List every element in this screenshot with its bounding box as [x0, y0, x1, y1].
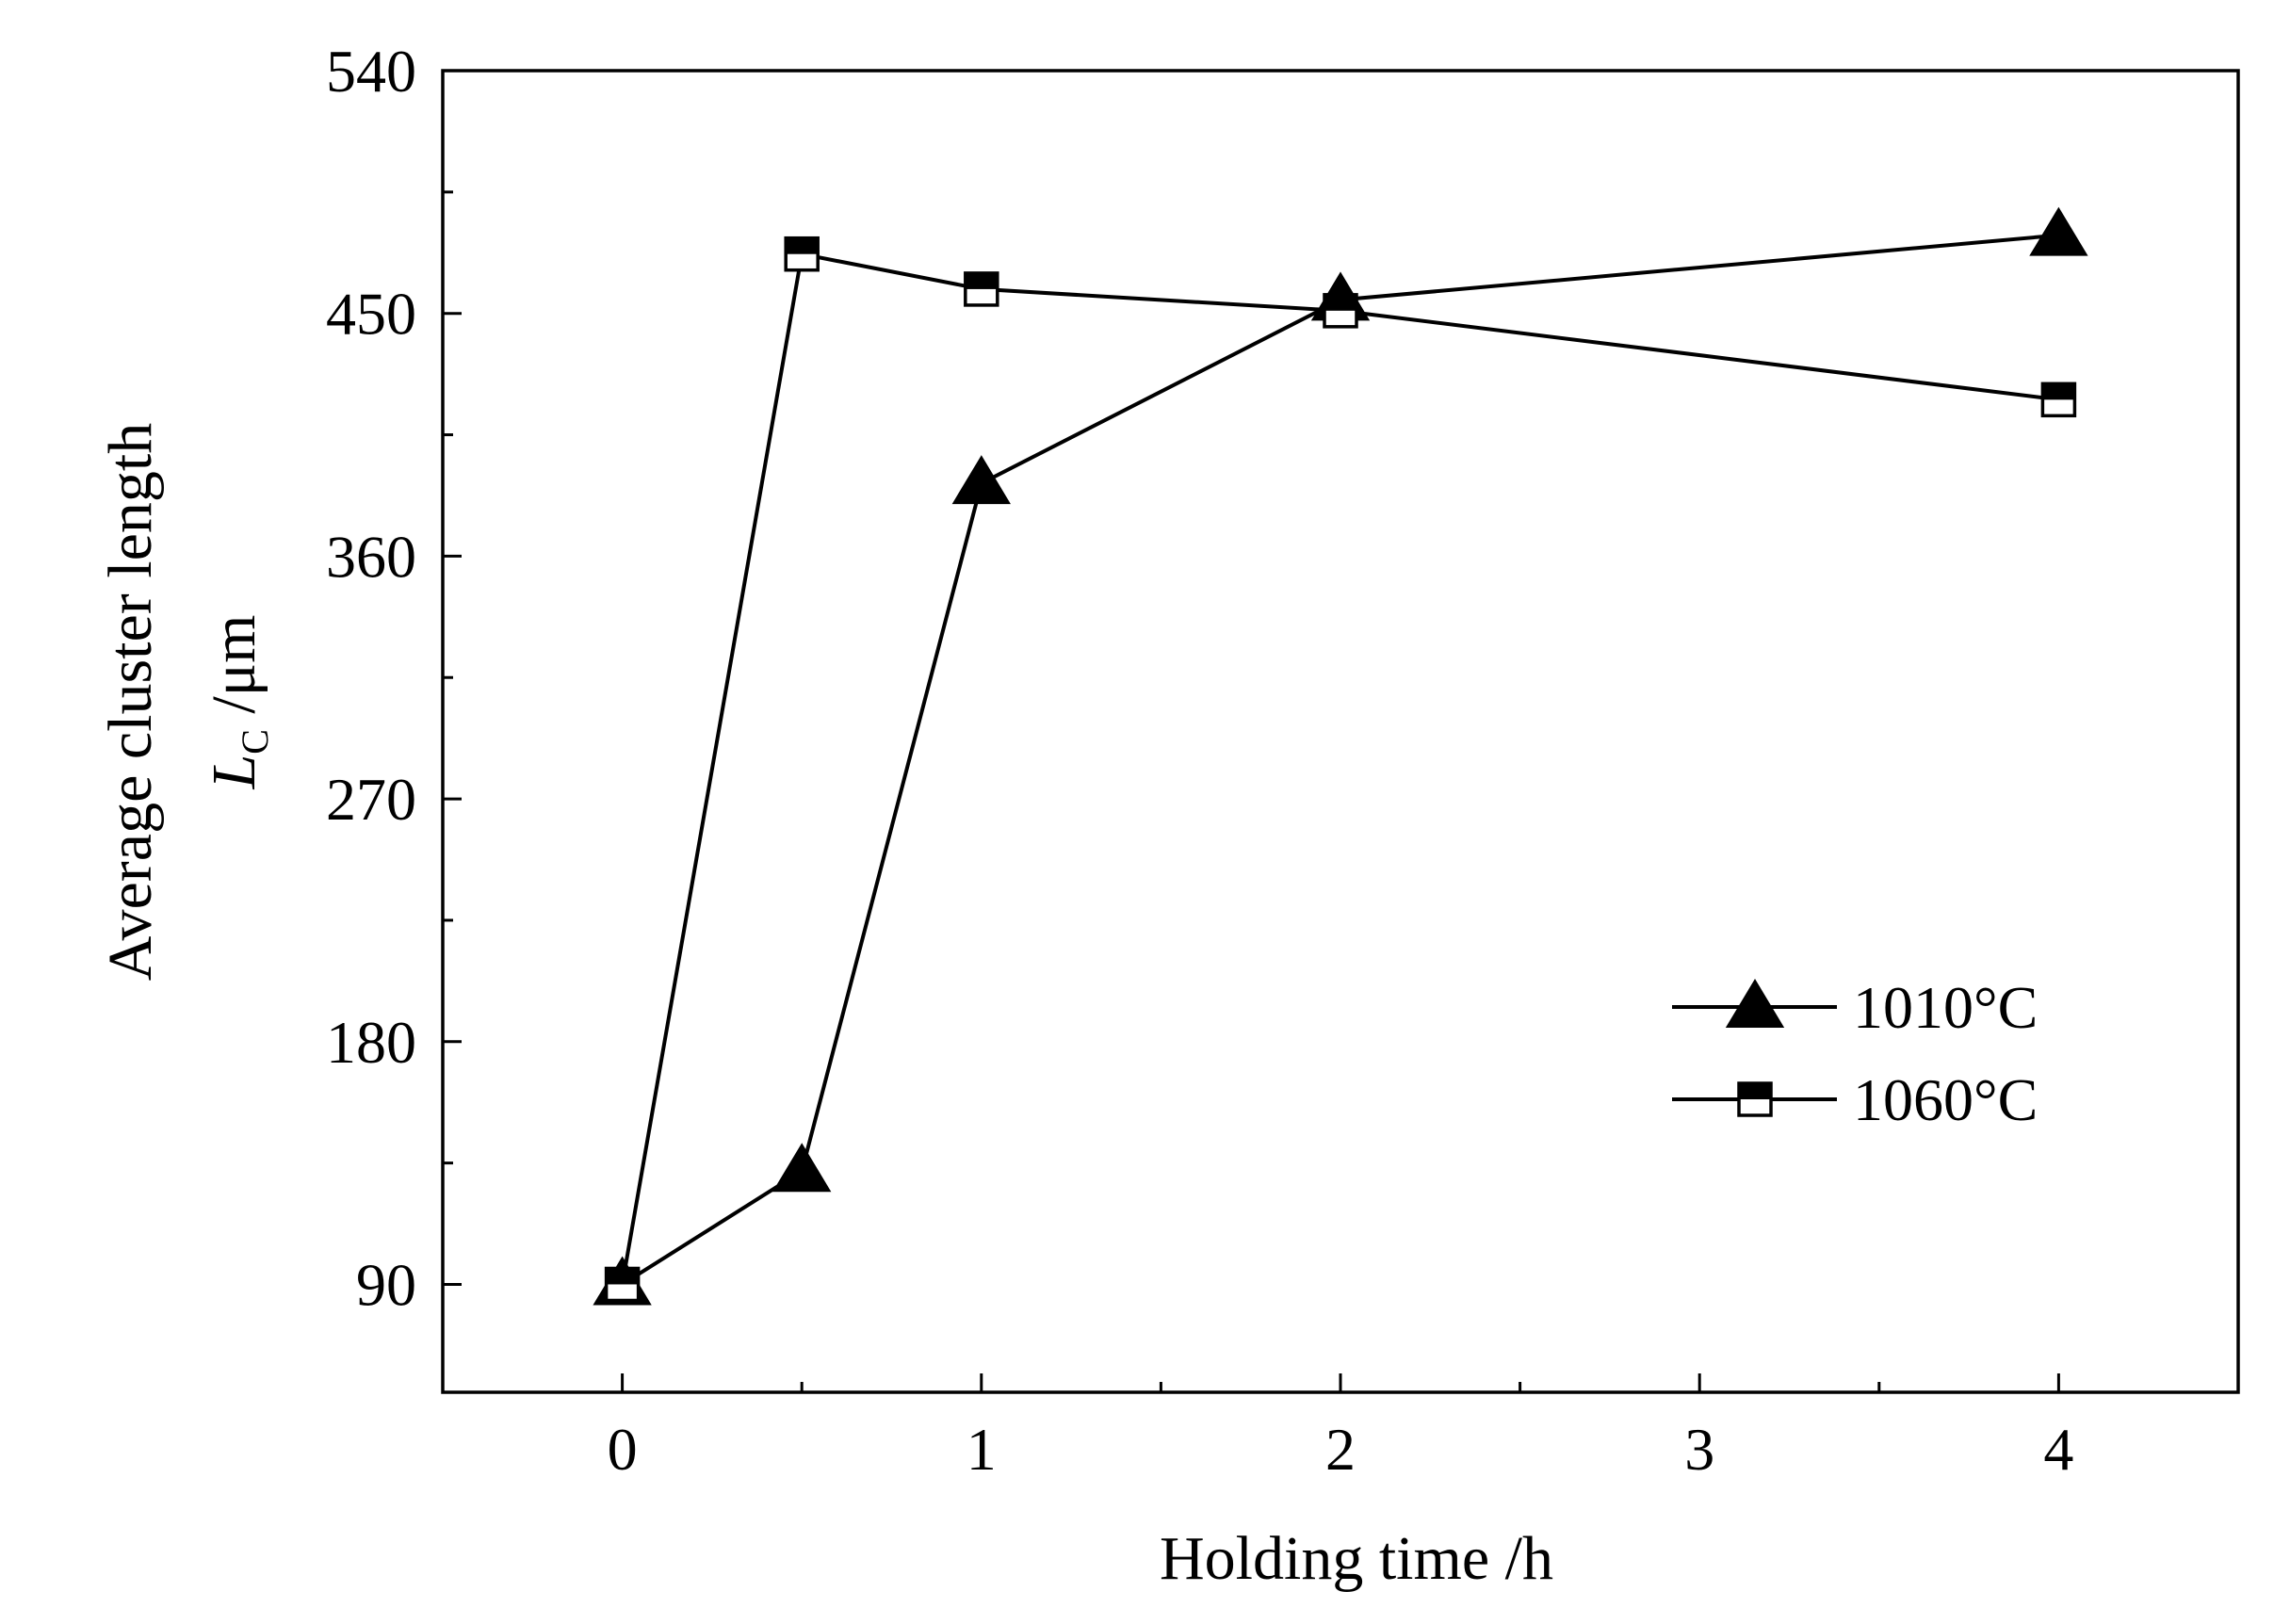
- data-point: [951, 455, 1011, 505]
- y-axis-subscript: C: [234, 729, 276, 755]
- x-tick-label: 3: [1684, 1416, 1714, 1483]
- series-line: [620, 252, 2059, 1285]
- y-tick-label: 90: [356, 1251, 416, 1318]
- legend-item: 1060°C: [1672, 1066, 2038, 1133]
- legend-marker: [1725, 979, 1785, 1028]
- x-tick-label: 0: [608, 1416, 638, 1483]
- data-point: [2029, 206, 2088, 256]
- series-1-markers: [593, 206, 2088, 1306]
- y-tick-label: 270: [326, 766, 416, 833]
- y-axis-title-line2: LC /μm: [200, 615, 276, 790]
- series-2: [620, 252, 2059, 1285]
- series-2-markers: [604, 235, 2077, 1303]
- series-1: [621, 233, 2059, 1287]
- plot-frame: [441, 69, 2240, 1394]
- y-tick-label: 360: [326, 523, 416, 590]
- y-axis-ticks: 90 180 270 360 450 540: [326, 38, 462, 1318]
- y-axis-symbol: L: [200, 755, 268, 790]
- legend-label: 1010°C: [1853, 974, 2038, 1041]
- data-point: [1323, 293, 1358, 329]
- y-axis-title-line1: Average cluster length: [96, 423, 165, 982]
- y-tick-label: 540: [326, 38, 416, 105]
- legend: 1010°C 1060°C: [1672, 974, 2038, 1133]
- y-tick-label: 450: [326, 281, 416, 348]
- data-point: [604, 1266, 641, 1303]
- x-axis-title: Holding time /h: [1160, 1524, 1553, 1593]
- data-point: [2040, 382, 2077, 418]
- legend-label: 1060°C: [1853, 1066, 2038, 1133]
- series-line: [621, 233, 2059, 1287]
- axes: [441, 69, 2240, 1394]
- x-tick-label: 4: [2043, 1416, 2073, 1483]
- legend-item: 1010°C: [1672, 974, 2038, 1041]
- svg-text:LC /μm: LC /μm: [200, 615, 276, 790]
- series-layer: [593, 206, 2088, 1306]
- data-point: [964, 271, 999, 307]
- x-axis-ticks: 0 1 2 3 4: [608, 1373, 2073, 1483]
- data-point: [772, 1143, 832, 1193]
- x-tick-label: 1: [966, 1416, 997, 1483]
- legend-marker: [1737, 1081, 1773, 1117]
- y-tick-label: 180: [326, 1009, 416, 1076]
- data-point: [784, 235, 820, 272]
- y-axis-unit: /μm: [200, 615, 268, 730]
- y-axis-title: Average cluster length: [96, 423, 165, 982]
- x-tick-label: 2: [1325, 1416, 1356, 1483]
